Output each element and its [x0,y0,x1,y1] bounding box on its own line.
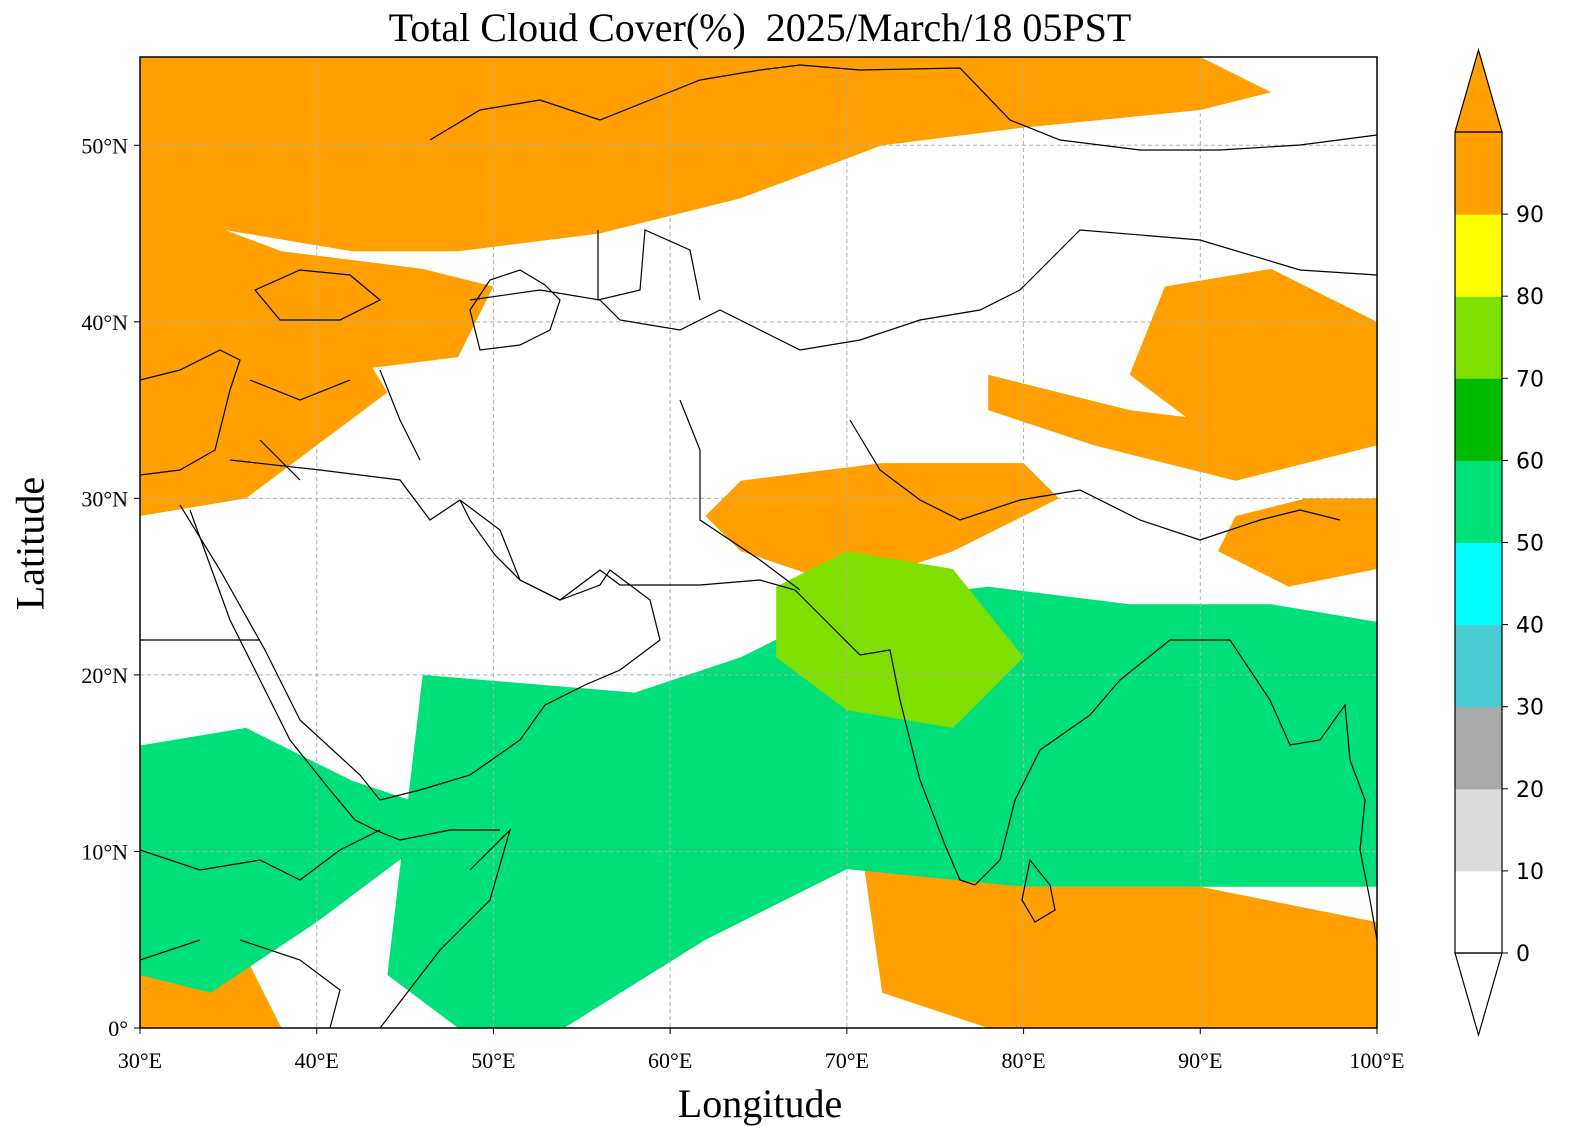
colorbar-bin [1455,870,1502,954]
indian-west-coast [794,589,976,886]
border-line-kazakh [597,229,701,301]
cloud-region-0 [140,57,1271,252]
x-tick-label: 100°E [1349,1048,1404,1073]
colorbar-bin [1455,132,1502,215]
x-tick-label: 40°E [295,1048,339,1073]
colorbar-bin [1455,378,1502,461]
mediterranean-coast [140,349,241,476]
border-line-south-asia [679,399,1341,591]
cloud-region-13 [776,551,1024,728]
colorbar-bin [1455,788,1502,872]
cloud-regions [140,57,1377,1028]
indian-east-coast [974,639,1230,886]
colorbar-extend-max [1454,47,1503,133]
y-tick-label: 40°N [81,310,128,335]
colorbar-bin [1455,542,1502,626]
colorbar-bin [1455,460,1502,543]
colorbar-tick-label: 70 [1516,367,1544,392]
plot-frame [139,56,1378,1029]
border-line-mideast [229,369,461,521]
x-tick-label: 80°E [1001,1048,1045,1073]
x-tick-label: 30°E [118,1048,162,1073]
x-axis-label: Longitude [677,1081,843,1126]
colorbar-tick-label: 50 [1516,532,1544,557]
colorbar-tick-label: 0 [1516,942,1530,967]
colorbar-tick-label: 10 [1516,860,1544,885]
colorbar-tick-label: 40 [1516,614,1544,639]
colorbar-tick-label: 30 [1516,696,1544,721]
colorbar: 0 10 20 30 40 50 60 70 80 90 [1454,47,1544,1038]
colorbar-bin [1455,624,1502,708]
cloud-region-2 [140,286,388,516]
red-sea-west-coast [189,509,500,841]
x-tick-label: 60°E [648,1048,692,1073]
y-tick-label: 0° [108,1016,128,1041]
cloud-region-4 [988,374,1377,481]
horn-of-africa-coast [379,827,512,1028]
y-ticks: 0° 10°N 20°N 30°N 40°N 50°N [81,133,140,1041]
border-line-north [429,64,1377,151]
colorbar-tick-label: 80 [1516,285,1544,310]
x-tick-label: 90°E [1178,1048,1222,1073]
cloud-region-11 [387,586,1377,1028]
y-tick-label: 20°N [81,663,128,688]
colorbar-bin [1455,706,1502,790]
colorbar-bin [1455,214,1502,297]
x-tick-label: 50°E [471,1048,515,1073]
bay-of-bengal-east-coast [1229,639,1377,941]
cloud-region-9 [864,869,1377,1028]
grid-lines [140,57,1377,1028]
colorbar-tick-label: 90 [1516,203,1544,228]
chart-title: Total Cloud Cover(%) 2025/March/18 05PST [388,5,1132,50]
colorbar-bin [1455,296,1502,379]
country-borders [140,64,1377,1028]
black-sea [254,269,382,321]
border-line-central-asia [469,229,1377,351]
persian-gulf-coast [459,499,796,601]
colorbar-extend-min [1454,952,1503,1038]
y-tick-label: 50°N [81,133,128,158]
colorbar-tick-label: 60 [1516,449,1544,474]
colorbar-tick-label: 20 [1516,778,1544,803]
y-tick-label: 30°N [81,486,128,511]
sri-lanka [1021,858,1056,923]
x-ticks: 30°E 40°E 50°E 60°E 70°E 80°E 90°E 100°E [118,1028,1405,1073]
y-tick-label: 10°N [81,839,128,864]
cloud-region-12 [140,727,459,993]
caspian-sea [469,269,561,351]
cloud-region-5 [705,463,1059,587]
x-tick-label: 70°E [825,1048,869,1073]
border-line-africa [140,639,381,1028]
cloud-region-3 [1129,268,1377,464]
